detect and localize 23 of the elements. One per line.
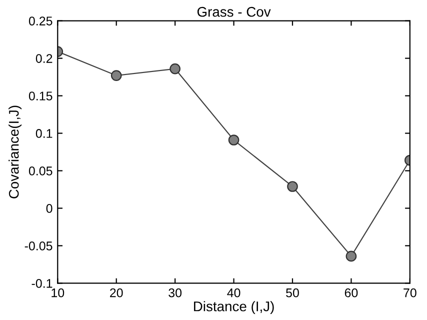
y-tick-label: 0.15 xyxy=(28,92,52,100)
x-tick-label: 30 xyxy=(168,288,182,298)
x-tick-label: 70 xyxy=(404,288,416,298)
point xyxy=(346,250,357,262)
x-tick-label: 20 xyxy=(110,288,123,298)
y-axis-title: Covariance(I,J) xyxy=(8,106,22,198)
chart-title: Grass - Cov xyxy=(197,6,271,17)
point xyxy=(228,134,240,146)
y-tick-label: 0 xyxy=(46,204,52,213)
y-tick-label: -0.05 xyxy=(24,242,52,250)
y-tick-label: -0.1 xyxy=(32,279,52,288)
x-tick-label: 50 xyxy=(286,288,299,298)
x-tick-label: 60 xyxy=(344,288,358,298)
point xyxy=(287,181,298,192)
y-tick-label: 0.1 xyxy=(36,129,52,138)
y-tick-label: 0.2 xyxy=(36,54,52,63)
x-tick-label: 40 xyxy=(227,288,240,298)
point xyxy=(170,63,180,74)
point xyxy=(110,70,122,81)
x-tick-label: 10 xyxy=(52,288,64,298)
y-tick-label: 0.25 xyxy=(28,16,52,26)
y-tick-label: 0.05 xyxy=(28,166,52,176)
x-axis-title: Distance (I,J) xyxy=(194,301,274,314)
